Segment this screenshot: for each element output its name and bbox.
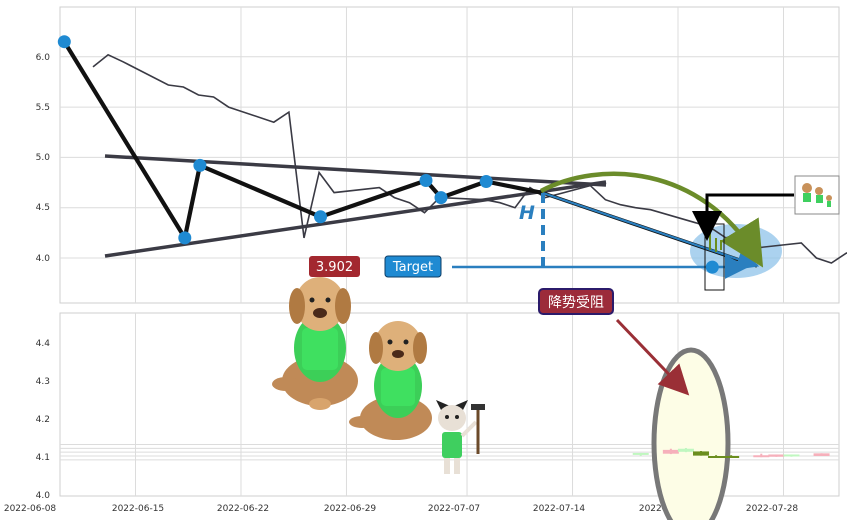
- top-y-tick: 4.0: [36, 254, 51, 264]
- candle-body: [693, 451, 710, 456]
- pivot-point: [419, 174, 433, 187]
- pivot-points: [57, 35, 719, 274]
- bottom-y-tick: 4.2: [36, 415, 50, 425]
- x-tick: 2022-06-08: [4, 504, 57, 514]
- candlesticks: [632, 447, 830, 458]
- candle-body: [723, 456, 740, 458]
- x-tick: 2022-07-07: [428, 504, 480, 514]
- projection-arc: [539, 171, 764, 268]
- candle-body: [753, 455, 770, 458]
- top-y-tick: 5.5: [36, 103, 50, 113]
- pivot-point: [178, 231, 192, 245]
- candle-body: [783, 454, 800, 457]
- upper-trendline: [104, 154, 607, 187]
- resistance-label: 降势受阻: [548, 295, 604, 311]
- target-label: Target: [392, 260, 433, 275]
- mascot-thumbnail-icon: [794, 175, 840, 215]
- pivot-point: [434, 191, 448, 205]
- resistance-badge: [538, 288, 614, 315]
- candle-body: [632, 452, 649, 455]
- target-value-label: 3.902: [316, 260, 353, 275]
- pivot-point: [57, 35, 71, 49]
- candle-body: [768, 454, 785, 457]
- top-y-tick: 5.0: [36, 153, 51, 163]
- pivot-point: [193, 158, 207, 172]
- bottom-y-tick: 4.0: [36, 491, 51, 501]
- x-tick: 2022-06-29: [324, 504, 377, 514]
- candle-body: [677, 448, 694, 452]
- dog-mascot-icon: [272, 277, 358, 410]
- cat-mascot-icon: [436, 400, 485, 474]
- bottom-y-tick: 4.4: [36, 339, 51, 349]
- height-label: H: [519, 202, 535, 224]
- top-y-tick: 4.5: [36, 203, 50, 213]
- pattern-zigzag-line: [62, 40, 544, 240]
- bottom-y-tick: 4.1: [36, 453, 50, 463]
- resistance-arrow: [615, 318, 690, 396]
- pivot-point: [705, 260, 719, 274]
- lower-trendline: [104, 180, 607, 258]
- target-value-badge: [309, 256, 360, 277]
- bottom-y-tick: 4.3: [36, 377, 50, 387]
- candle-body: [813, 453, 830, 456]
- target-badge: [384, 255, 442, 278]
- pivot-point: [479, 175, 493, 188]
- candle-body: [708, 456, 725, 458]
- breakdown-arrow: [542, 191, 760, 270]
- top-y-tick: 6.0: [36, 53, 51, 63]
- callout-arrow: [692, 193, 794, 241]
- x-tick: 2022-06-22: [217, 504, 269, 514]
- pivot-point: [314, 210, 327, 224]
- bottom-y-ticks: 4.4 4.3 4.2 4.1 4.0: [36, 339, 51, 501]
- resistance-ellipse: [651, 347, 731, 524]
- x-tick: 2022-06-15: [112, 504, 164, 514]
- candle-body: [662, 449, 679, 454]
- x-tick: 2022-07-14: [533, 504, 586, 514]
- dog-mascot-icon: [349, 321, 432, 440]
- top-y-ticks: 6.0 5.5 5.0 4.5 4.0: [36, 53, 51, 264]
- x-tick: 2022-07-28: [746, 504, 799, 514]
